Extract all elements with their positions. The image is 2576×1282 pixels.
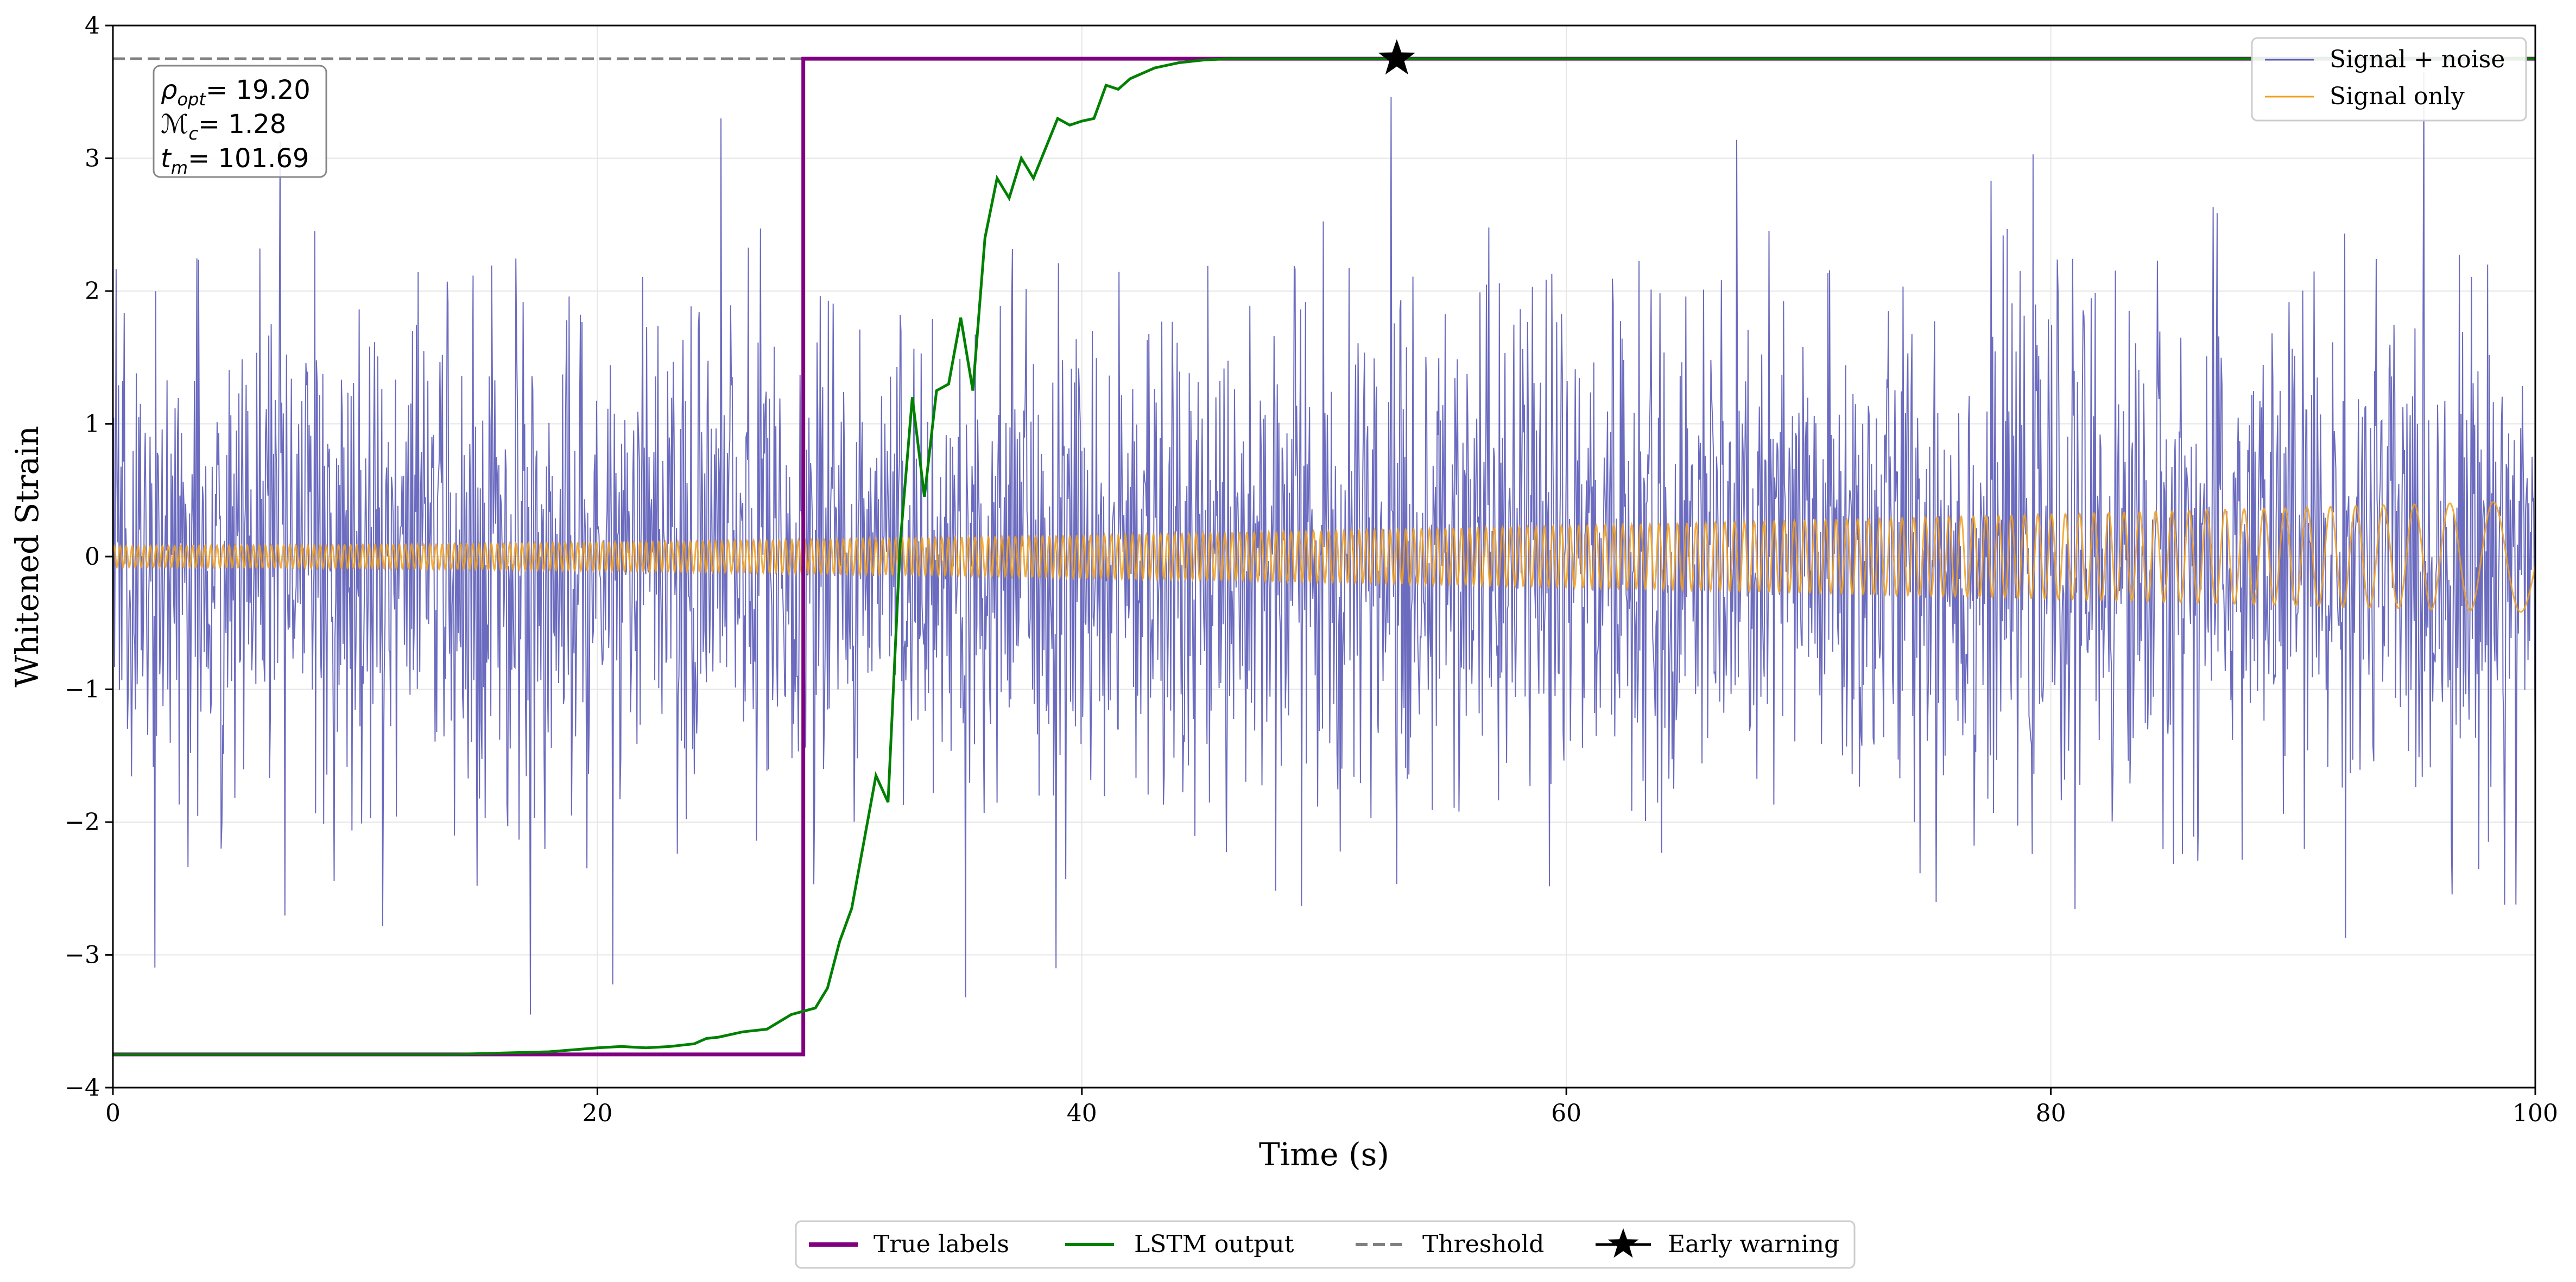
legend-upper: Signal + noise Signal only [2251, 37, 2527, 122]
signal-noise-series [113, 72, 2535, 1015]
x-tick-label: 100 [2512, 1100, 2558, 1127]
y-tick-label: −4 [65, 1074, 100, 1102]
lstm-output-series [113, 57, 2535, 1056]
parameter-box-frame [153, 65, 327, 178]
signal-only-line [113, 501, 2535, 613]
axis-ticks: 0 20 40 60 80 100 −4 −3 −2 −1 0 1 2 3 4 [65, 12, 2558, 1127]
x-tick-label: 20 [582, 1100, 612, 1127]
x-axis-label: Time (s) [1259, 1136, 1389, 1173]
legend-noise-label: Signal + noise [2330, 46, 2505, 73]
signal-noise-line [113, 72, 2535, 1015]
y-tick-label: 0 [85, 543, 100, 571]
signal-only-series [113, 501, 2535, 613]
legend-upper-frame [2251, 37, 2527, 122]
early-warning-marker [1378, 39, 1416, 75]
y-tick-label: 2 [85, 277, 100, 305]
legend-lower: True labels LSTM output Threshold Early … [795, 1220, 1856, 1269]
parameter-box: ρopt= 19.20 ℳc= 1.28 tm= 101.69 [153, 65, 327, 178]
legend-lstm-label: LSTM output [1134, 1230, 1294, 1258]
param-merger-time: tm= 101.69 [161, 143, 309, 178]
y-axis-label: Whitened Strain [9, 426, 46, 687]
param-chirp-mass: ℳc= 1.28 [161, 109, 286, 144]
y-tick-label: 3 [85, 145, 100, 173]
legend-early-warning-label: Early warning [1668, 1230, 1839, 1258]
y-tick-label: 1 [85, 411, 100, 438]
x-tick-label: 60 [1551, 1100, 1581, 1127]
y-tick-label: −1 [65, 676, 100, 704]
early-warning-marker-group [1378, 39, 1416, 75]
x-tick-label: 40 [1067, 1100, 1097, 1127]
legend-threshold-label: Threshold [1422, 1230, 1544, 1258]
x-tick-label: 0 [105, 1100, 121, 1127]
lstm-output-line [113, 57, 2535, 1056]
legend-signal-label: Signal only [2330, 83, 2465, 110]
legend-early-warning-star [1607, 1228, 1639, 1258]
y-tick-label: −2 [65, 809, 100, 836]
y-tick-label: 4 [85, 12, 100, 40]
param-rho: ρopt= 19.20 [161, 75, 311, 110]
legend-lower-frame [795, 1220, 1856, 1269]
y-tick-label: −3 [65, 942, 100, 969]
x-tick-label: 80 [2036, 1100, 2066, 1127]
legend-true-labels-label: True labels [874, 1230, 1009, 1258]
